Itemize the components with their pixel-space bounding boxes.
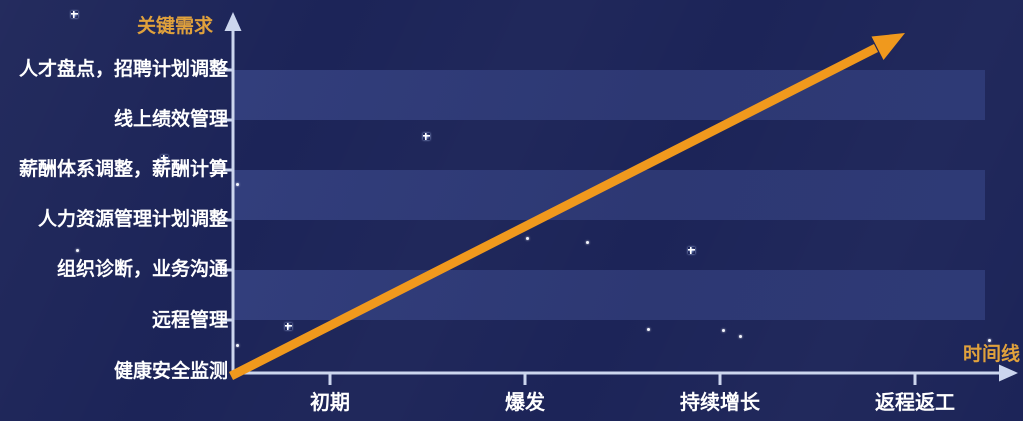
trend-arrow-head-icon xyxy=(871,33,905,60)
y-axis-title: 关键需求 xyxy=(136,16,213,37)
y-axis-label: 人才盘点，招聘计划调整 xyxy=(18,59,228,80)
star-icon xyxy=(422,132,430,140)
star-icon xyxy=(235,343,239,347)
star-icon xyxy=(525,236,529,240)
x-tick xyxy=(328,373,332,385)
y-axis-label: 薪酬体系调整，薪酬计算 xyxy=(18,159,228,180)
x-axis-label: 持续增长 xyxy=(680,392,760,414)
x-axis-label: 返程返工 xyxy=(875,392,955,414)
x-axis-line xyxy=(233,371,1003,375)
plot-band xyxy=(234,270,985,320)
y-axis-label: 远程管理 xyxy=(151,310,228,331)
y-axis-label: 线上绩效管理 xyxy=(113,109,228,130)
x-axis-label: 爆发 xyxy=(505,392,545,414)
x-tick xyxy=(523,373,527,385)
star-icon xyxy=(284,322,292,330)
y-axis-arrowhead-icon xyxy=(224,12,242,31)
star-icon xyxy=(585,240,589,244)
star-icon xyxy=(721,328,725,332)
x-axis-title: 时间线 xyxy=(962,344,1020,365)
plot-band xyxy=(234,170,985,220)
y-axis-label: 健康安全监测 xyxy=(113,361,228,382)
star-icon xyxy=(687,246,695,254)
star-icon xyxy=(738,334,742,338)
star-icon xyxy=(646,327,650,331)
x-tick xyxy=(913,373,917,385)
x-tick xyxy=(718,373,722,385)
y-axis-label: 人力资源管理计划调整 xyxy=(37,209,228,230)
x-axis-arrowhead-icon xyxy=(999,364,1018,382)
y-axis-label: 组织诊断，业务沟通 xyxy=(56,259,228,280)
x-axis-label: 初期 xyxy=(310,392,350,414)
star-icon xyxy=(75,248,79,252)
plot-band xyxy=(234,70,985,120)
